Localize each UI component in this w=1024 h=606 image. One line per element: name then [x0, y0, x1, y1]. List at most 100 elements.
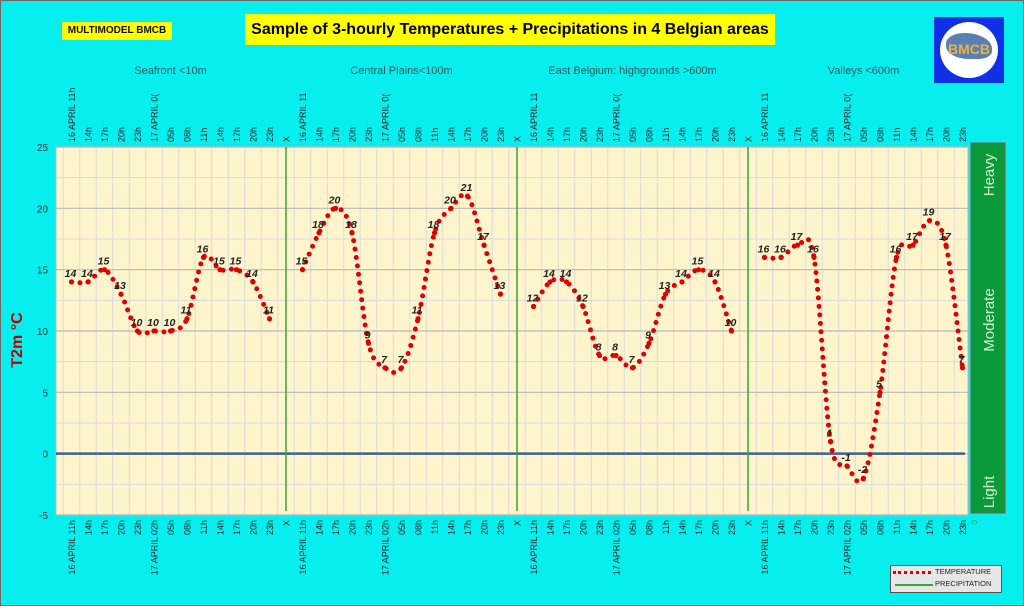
temperature-point — [794, 242, 801, 248]
temperature-point — [200, 254, 207, 260]
x-tick-label-top: 20h — [711, 127, 721, 142]
x-tick-label-top: 17h — [331, 127, 341, 142]
data-label: 8 — [612, 342, 618, 354]
x-tick-label-top: 20h — [579, 127, 589, 142]
data-label: 20 — [443, 194, 456, 206]
x-tick-label-top: 11h — [892, 128, 902, 142]
legend-precipitation-label: PRECIPITATION — [935, 579, 992, 588]
x-tick-label-bottom: 20h — [711, 520, 721, 535]
data-label: 18 — [428, 219, 440, 231]
temperature-point — [530, 303, 537, 310]
data-label: 17 — [939, 231, 952, 243]
x-tick-label-bottom: 08h — [414, 520, 424, 535]
data-label: 9 — [645, 329, 651, 341]
temperature-point — [613, 352, 619, 359]
x-tick-label-top: 11h — [199, 128, 209, 142]
x-tick-label-bottom: 20h — [249, 520, 259, 535]
temperature-point — [151, 328, 157, 334]
x-tick-label-bottom: 17h — [925, 520, 935, 535]
temperature-point — [85, 279, 91, 285]
area-title: East Belgium: highgrounds >600m — [548, 65, 716, 77]
temperature-point — [266, 316, 273, 322]
data-label: 15 — [98, 256, 110, 268]
data-label: 20 — [328, 194, 341, 206]
data-label: 15 — [692, 256, 704, 268]
legend-temperature-label: TEMPERATURE — [935, 567, 992, 576]
x-tick-label-top: 20h — [117, 127, 127, 142]
temperature-point — [233, 267, 240, 273]
y-axis-title: T2m °C — [9, 312, 26, 368]
x-tick-label-top: 17h — [100, 127, 110, 142]
x-tick-label-top: 17 APRIL 0( — [843, 94, 853, 142]
temperature-point — [464, 193, 471, 199]
data-label: 16 — [890, 243, 902, 255]
temperature-point — [629, 365, 636, 371]
x-tick-label-bottom: 20h — [348, 520, 358, 535]
x-tick-label-top: 23h — [826, 127, 836, 142]
x-tick-label-top: 17h — [925, 127, 935, 142]
x-tick-label-bottom: 17 APRIL 02h — [612, 520, 622, 575]
data-label: 10 — [147, 317, 159, 329]
area-title: Valleys <600m — [828, 65, 900, 77]
x-tick-label-bottom: 17h — [694, 520, 704, 535]
x-tick-label-top: 23h — [364, 127, 374, 142]
x-tick-label-top: 23h — [595, 127, 605, 142]
temperature-point — [365, 340, 372, 346]
precipitation-scale-label: Light — [981, 475, 998, 508]
x-tick-label-bottom: 14h — [216, 520, 226, 535]
temperature-point — [497, 291, 504, 297]
temperature-point — [959, 365, 966, 371]
separator-label-top: X — [282, 136, 292, 142]
data-label: 18 — [312, 219, 324, 231]
temperature-point — [167, 328, 174, 334]
temperature-point — [184, 316, 190, 322]
data-label: 7 — [398, 354, 405, 366]
x-tick-label-top: 20h — [942, 127, 952, 142]
temperature-point — [299, 267, 306, 273]
x-tick-label-bottom: 16 APRIL 11h — [760, 520, 770, 575]
x-tick-label-bottom: 17 APRIL 02h — [150, 520, 160, 575]
x-tick-label-bottom: 14h — [84, 520, 94, 535]
x-tick-label-top: 05h — [166, 127, 176, 142]
temperature-point — [431, 230, 438, 236]
data-label: 11 — [412, 305, 423, 317]
x-tick-label-top: 17 APRIL 0( — [612, 94, 622, 142]
temperature-point — [448, 205, 454, 211]
data-label: 12 — [576, 292, 588, 304]
x-tick-label-bottom: 17h — [463, 520, 473, 535]
x-tick-label-bottom: 23h — [364, 520, 374, 535]
x-tick-label-bottom: 05h — [166, 520, 176, 535]
temperature-point — [217, 267, 223, 273]
data-label: 15 — [296, 256, 308, 268]
y-tick-label: 10 — [37, 327, 49, 338]
data-label: 10 — [725, 317, 737, 329]
data-label: -1 — [841, 452, 850, 464]
x-tick-label-bottom: 20h — [579, 520, 589, 535]
x-tick-label-bottom: 05h — [859, 520, 869, 535]
x-tick-label-top: 23h — [496, 127, 506, 142]
precipitation-scale-label: Heavy — [981, 153, 998, 196]
x-tick-label-top: 05h — [859, 127, 869, 142]
x-tick-label-bottom: 17h — [232, 520, 242, 535]
data-label: 10 — [131, 317, 143, 329]
x-tick-label-top: 16 APRIL 11 — [298, 92, 308, 142]
precipitation-scale — [970, 142, 1006, 514]
x-tick-label-bottom: 05h — [397, 520, 407, 535]
x-tick-label-bottom: 17h — [562, 520, 572, 535]
x-tick-label-top: 16 APRIL 11 — [760, 92, 770, 142]
data-label: 15 — [213, 256, 225, 268]
x-tick-label-top: 17h — [232, 127, 242, 142]
data-label: 7 — [959, 354, 966, 366]
data-label: 14 — [81, 268, 93, 280]
data-label: 14 — [65, 268, 77, 280]
temperature-point — [398, 365, 405, 371]
y-tick-label: 15 — [37, 266, 49, 277]
x-tick-label-bottom: 20h — [480, 520, 490, 535]
x-tick-label-bottom: 08h — [876, 520, 886, 535]
x-tick-label-top: 14h — [315, 127, 325, 142]
x-tick-label-bottom: 14h — [777, 520, 787, 535]
x-tick-label-bottom: 20h — [810, 520, 820, 535]
x-tick-label-bottom: 05h — [628, 520, 638, 535]
data-label: 14 — [246, 268, 258, 280]
x-tick-label-top: 17h — [463, 127, 473, 142]
